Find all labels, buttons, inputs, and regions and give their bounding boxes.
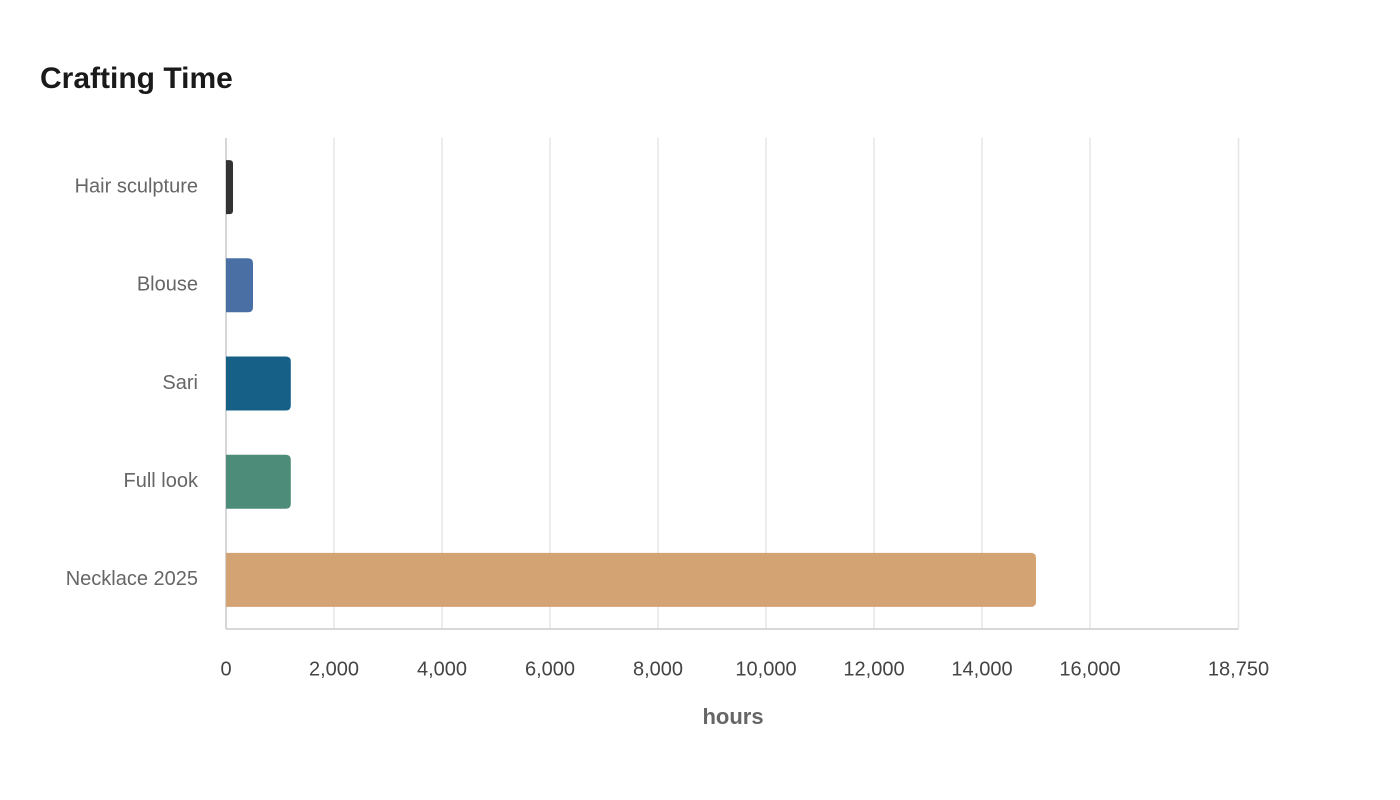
x-tick-label: 12,000	[843, 658, 904, 680]
x-tick-label: 8,000	[633, 658, 683, 680]
x-tick-label: 2,000	[309, 658, 359, 680]
bar	[226, 160, 234, 215]
x-tick-label: 10,000	[735, 658, 796, 680]
y-tick-label: Blouse	[137, 274, 198, 296]
x-axis-label: hours	[702, 704, 763, 729]
x-tick-label: 18,750	[1208, 658, 1269, 680]
x-tick-label: 0	[220, 658, 231, 680]
bar	[226, 258, 253, 313]
x-tick-label: 4,000	[417, 658, 467, 680]
bar	[226, 356, 291, 411]
bar	[226, 552, 1036, 607]
x-tick-label: 14,000	[951, 658, 1012, 680]
bar	[226, 454, 291, 509]
y-tick-label: Full look	[124, 470, 199, 492]
chart-title: Crafting Time	[40, 62, 233, 95]
y-tick-label: Hair sculpture	[75, 175, 198, 197]
x-tick-label: 16,000	[1059, 658, 1120, 680]
y-tick-label: Sari	[162, 372, 198, 394]
y-tick-label: Necklace 2025	[66, 568, 198, 590]
x-tick-label: 6,000	[525, 658, 575, 680]
